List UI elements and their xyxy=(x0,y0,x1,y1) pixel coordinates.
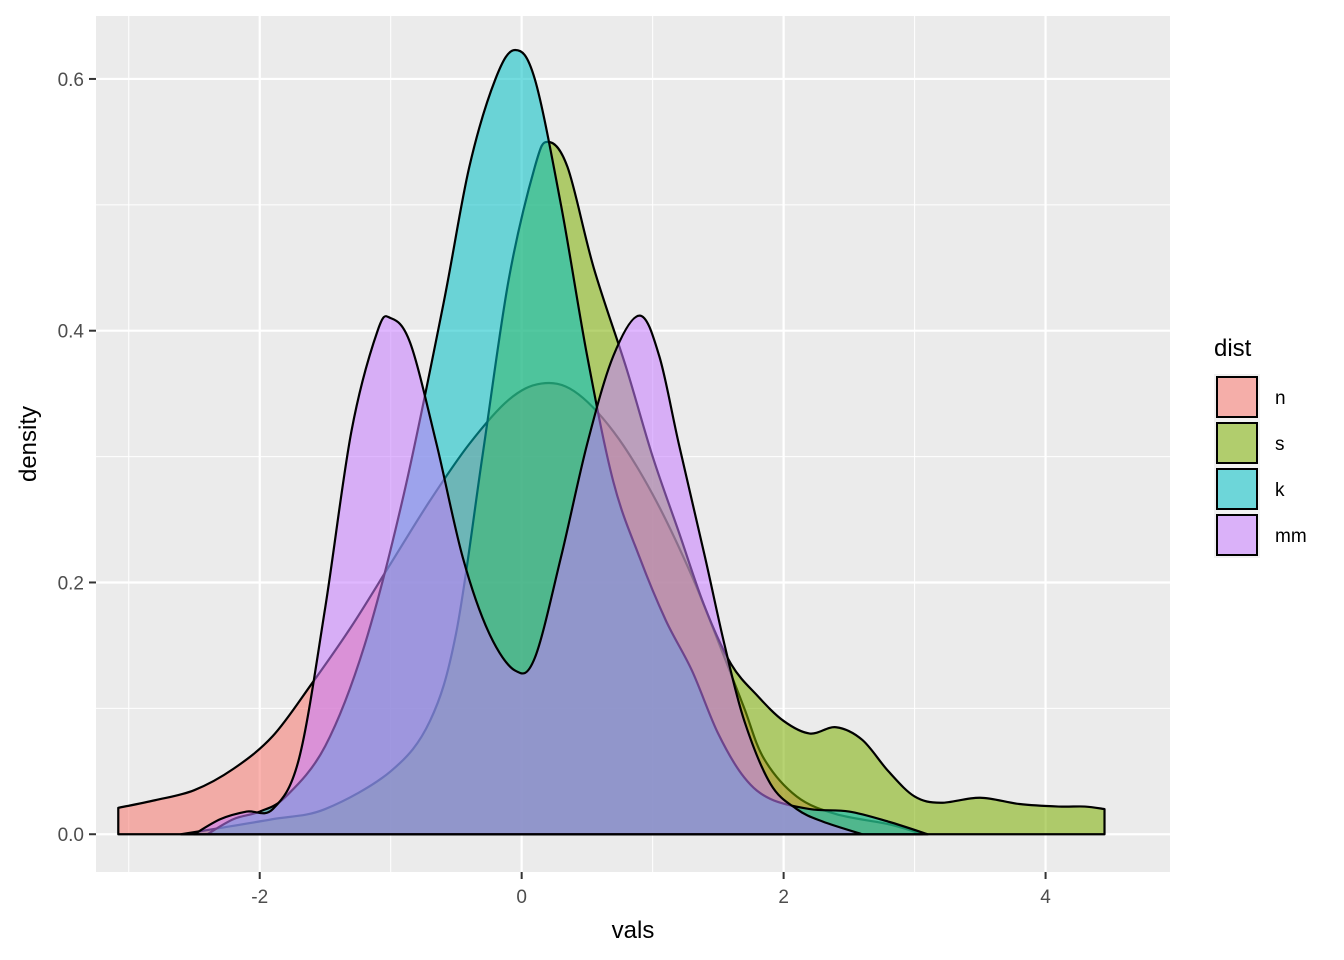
legend-label-mm: mm xyxy=(1275,526,1307,547)
x-axis-title: vals xyxy=(612,917,655,944)
legend: dist n s k mm xyxy=(1214,335,1307,558)
legend-key-k xyxy=(1216,468,1258,510)
legend-label-k: k xyxy=(1275,480,1285,501)
x-tick-label: 2 xyxy=(778,887,789,908)
legend-key-mm xyxy=(1216,514,1258,556)
x-tick-label: -2 xyxy=(251,887,268,908)
y-tick-label: 0.0 xyxy=(58,825,84,846)
legend-key-s xyxy=(1216,422,1258,464)
y-axis-title: density xyxy=(15,406,42,482)
legend-label-s: s xyxy=(1275,434,1285,455)
y-tick-label: 0.4 xyxy=(58,322,85,343)
x-tick-label: 0 xyxy=(516,887,527,908)
y-tick-label: 0.6 xyxy=(58,70,84,91)
legend-title: dist xyxy=(1214,335,1252,362)
x-tick-label: 4 xyxy=(1040,887,1051,908)
x-axis: -2 0 2 4 xyxy=(251,872,1051,908)
legend-label-n: n xyxy=(1275,388,1286,409)
density-area-mm xyxy=(193,314,864,836)
y-axis: 0.0 0.2 0.4 0.6 xyxy=(58,70,96,846)
density-areas xyxy=(117,48,1106,836)
legend-key-n xyxy=(1216,376,1258,418)
y-tick-label: 0.2 xyxy=(58,573,84,594)
